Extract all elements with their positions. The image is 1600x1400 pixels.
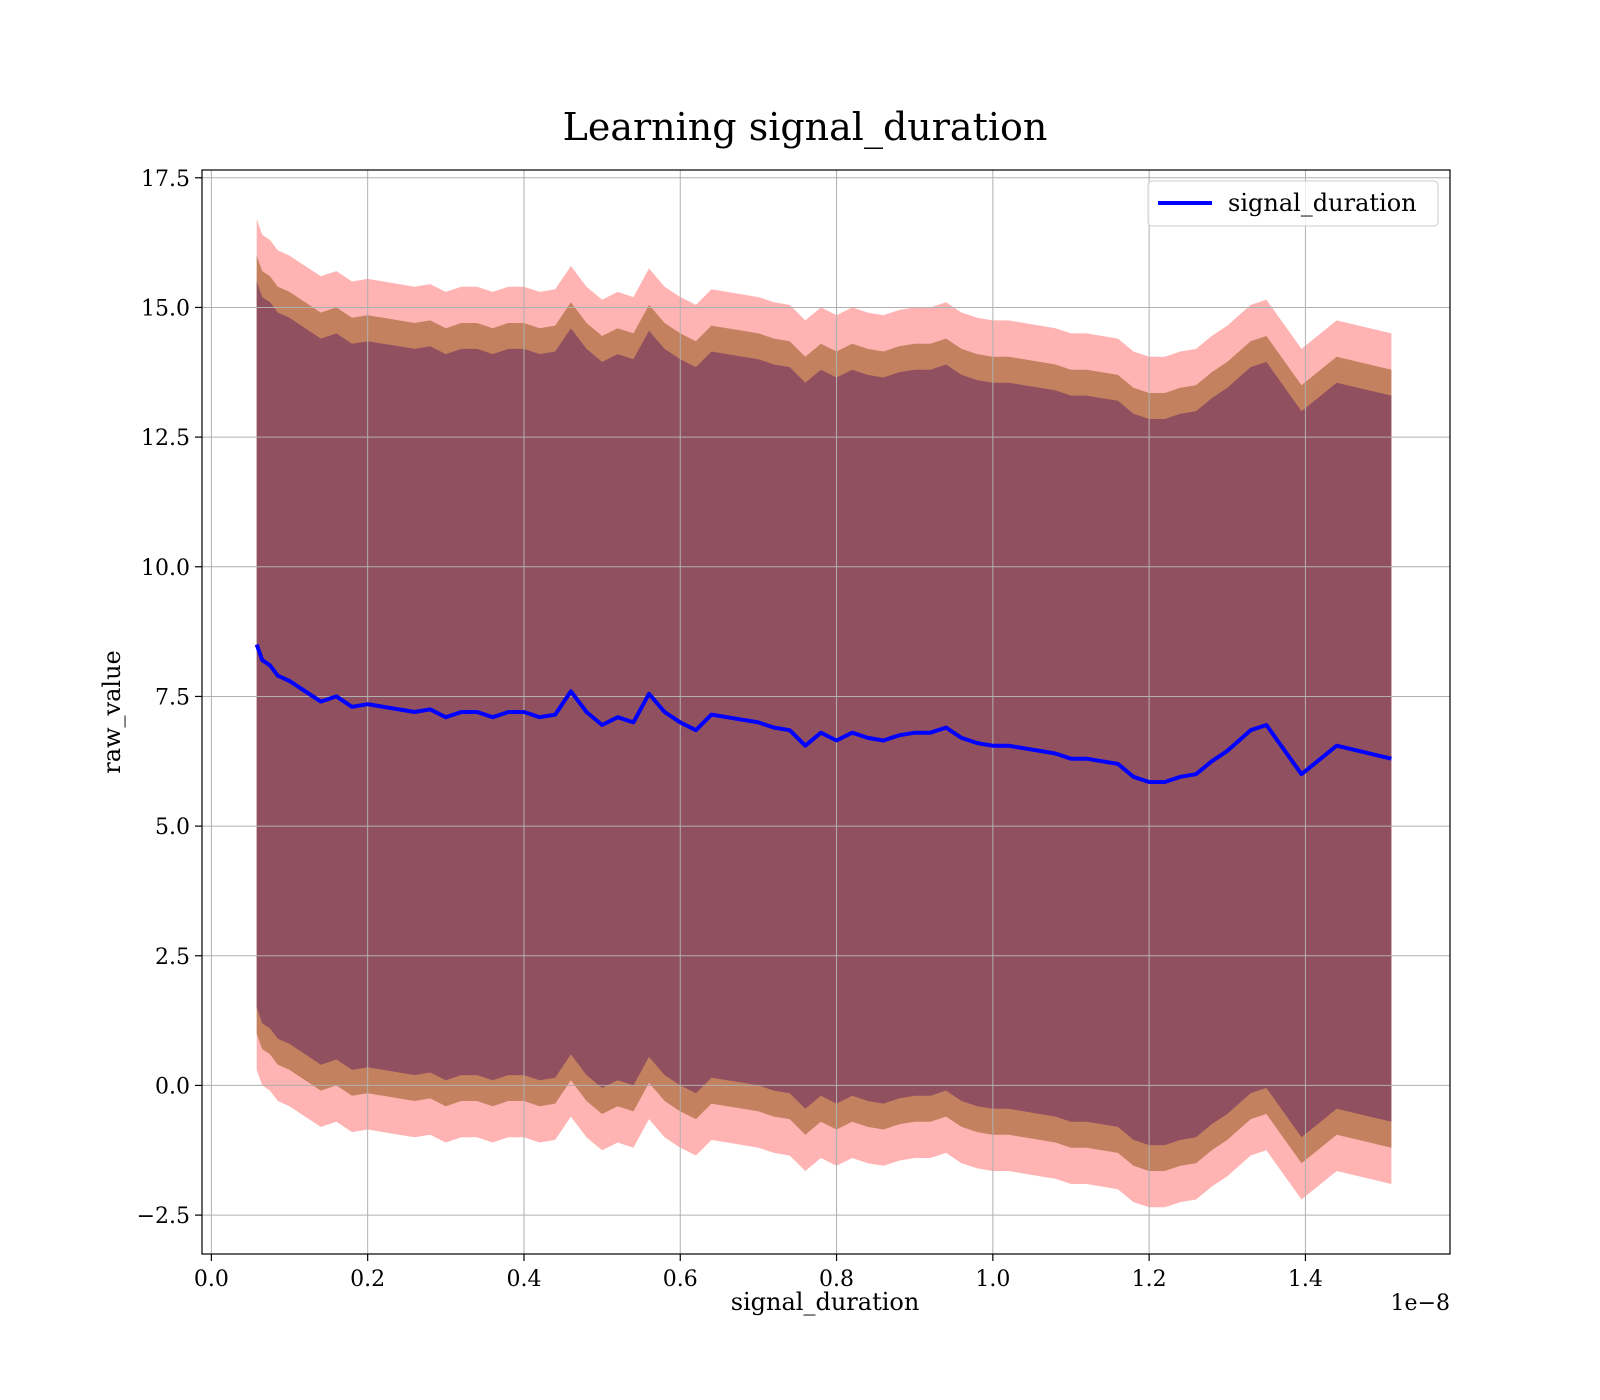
legend-box: [1147, 180, 1439, 227]
y-tick-label: 2.5: [155, 945, 190, 970]
plot-frame: [201, 169, 1451, 1255]
x-offset-text: 1e−8: [1391, 1291, 1450, 1316]
y-axis: −2.5 0.0 2.5 5.0 7.5 10.0 12.5 15.0 17.5: [137, 167, 202, 1229]
x-tick-label: 0.8: [819, 1267, 854, 1292]
plot-area: [202, 170, 1450, 1254]
x-tick-label: 0.2: [350, 1267, 385, 1292]
series-line-signal-duration: [254, 643, 1392, 784]
chart-title: Learning signal_duration: [563, 105, 1048, 150]
x-tick-label: 0.0: [194, 1267, 229, 1292]
y-axis-label: raw_value: [98, 650, 126, 774]
y-tick-label: 0.0: [155, 1074, 190, 1099]
y-tick-label: 7.5: [155, 685, 190, 710]
y-tick-label: 10.0: [141, 556, 190, 581]
series-layer: [254, 643, 1392, 784]
band-group: [256, 219, 1392, 1208]
y-tick-label: 12.5: [141, 426, 190, 451]
grid: [202, 170, 1450, 1254]
x-axis: 0.0 0.2 0.4 0.6 0.8 1.0 1.2 1.4: [194, 1254, 1323, 1292]
x-tick-label: 1.4: [1288, 1267, 1323, 1292]
legend: signal_duration: [1147, 180, 1439, 227]
y-tick-label: 5.0: [155, 815, 190, 840]
x-tick-label: 1.0: [975, 1267, 1010, 1292]
x-tick-label: 0.4: [506, 1267, 541, 1292]
y-tick-label: −2.5: [137, 1204, 190, 1229]
x-tick-label: 1.2: [1132, 1267, 1167, 1292]
band-inner: [256, 281, 1392, 1146]
y-tick-label: 17.5: [141, 167, 190, 192]
x-axis-label: signal_duration: [731, 1288, 920, 1316]
x-tick-label: 0.6: [663, 1267, 698, 1292]
legend-label: signal_duration: [1228, 189, 1417, 217]
y-tick-label: 15.0: [141, 296, 190, 321]
